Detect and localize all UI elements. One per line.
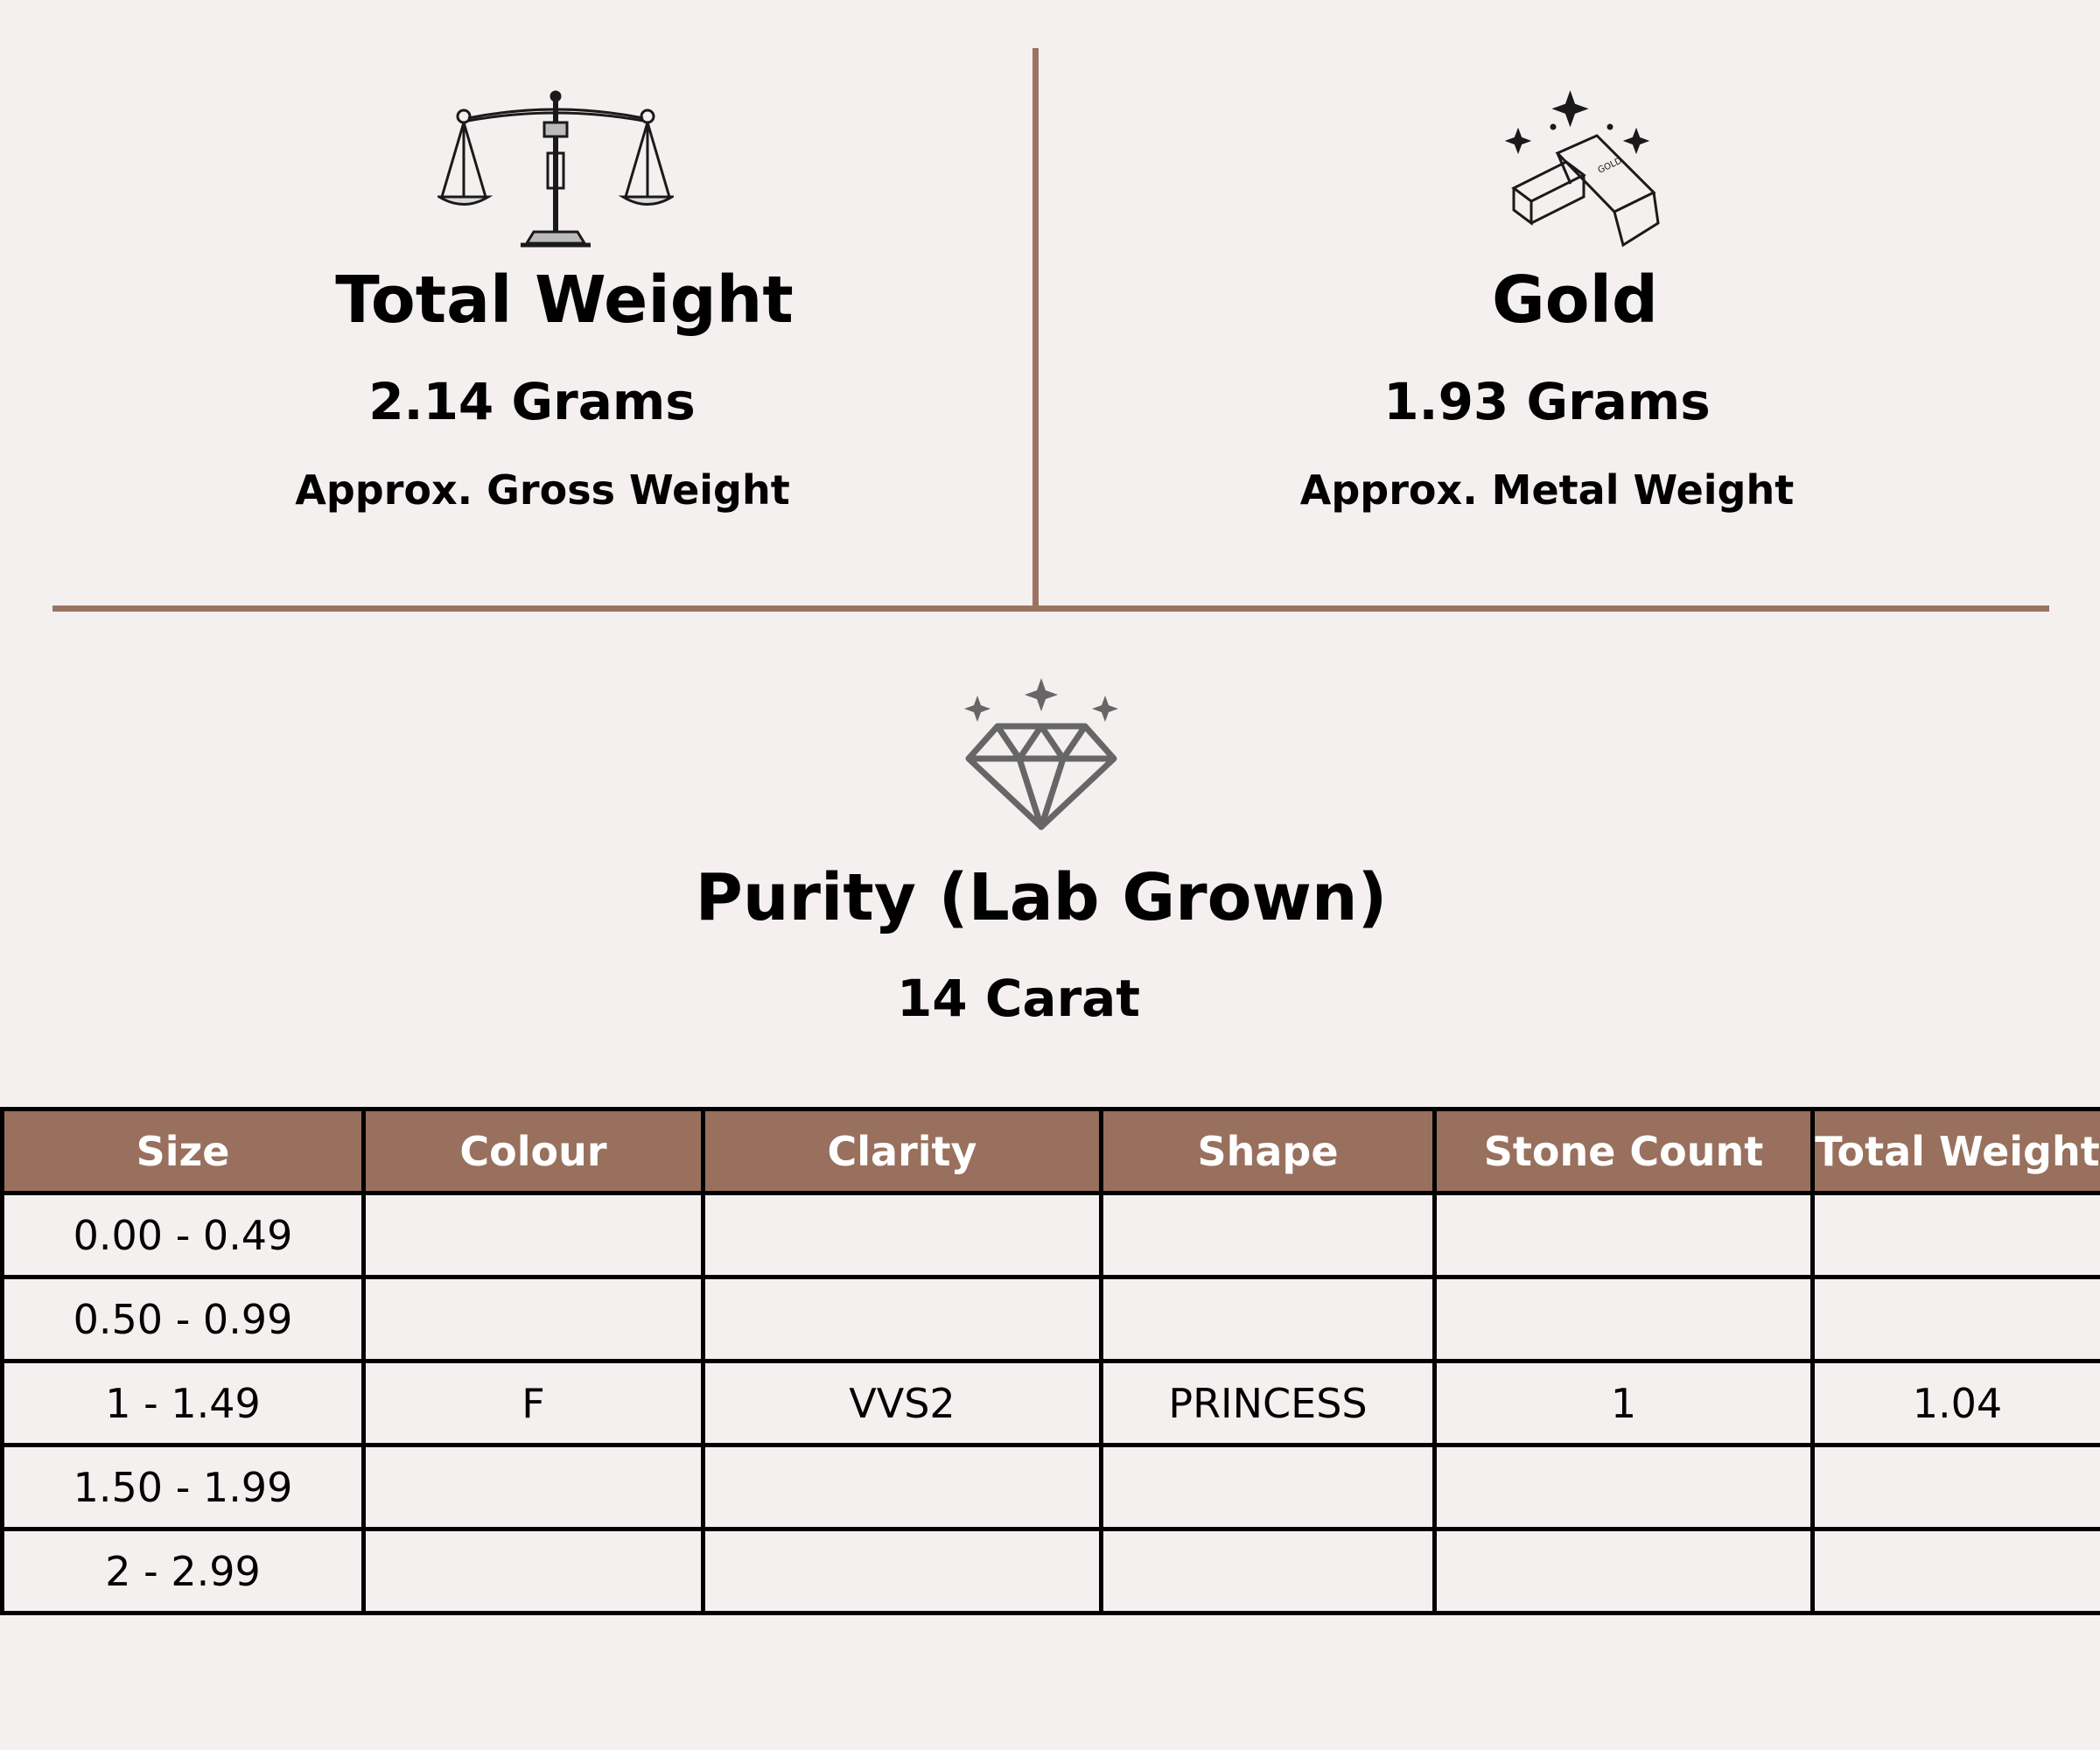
cell-size: 1 - 1.49 [0,1359,366,1447]
cell-total-weight [1810,1527,2100,1615]
cell-clarity [701,1275,1103,1363]
cell-colour [361,1443,705,1531]
cell-total-weight [1810,1191,2100,1279]
header-clarity: Clarity [701,1107,1103,1195]
table-header-row: Size Colour Clarity Shape Stone Count To… [0,1107,2100,1195]
header-total-weight: Total Weight [1810,1107,2100,1195]
header-shape: Shape [1099,1107,1437,1195]
gold-value: 1.93 Grams [1383,372,1711,431]
diamond-icon [964,678,1118,830]
cell-colour: F [361,1359,705,1447]
table-row: 0.50 - 0.99 [0,1275,2100,1363]
total-weight-subtitle: Approx. Gross Weight [295,466,790,514]
table-row: 2 - 2.99 [0,1527,2100,1615]
cell-clarity [701,1443,1103,1531]
cell-total-weight: 1.04 [1810,1359,2100,1447]
stone-details-table: Size Colour Clarity Shape Stone Count To… [0,1107,2100,1615]
cell-size: 2 - 2.99 [0,1527,366,1615]
header-colour: Colour [361,1107,705,1195]
cell-total-weight [1810,1275,2100,1363]
cell-stone-count [1432,1527,1815,1615]
cell-clarity [701,1191,1103,1279]
gold-bar-label: GOLD [1597,156,1624,175]
cell-total-weight [1810,1443,2100,1531]
table-row: 1 - 1.49 F VVS2 PRINCESS 1 1.04 [0,1359,2100,1447]
cell-shape: PRINCESS [1099,1359,1437,1447]
cell-colour [361,1191,705,1279]
cell-size: 0.50 - 0.99 [0,1275,366,1363]
purity-value: 14 Carat [896,969,1141,1028]
cell-colour [361,1275,705,1363]
horizontal-divider [52,606,2049,612]
cell-clarity: VVS2 [701,1359,1103,1447]
total-weight-title: Total Weight [335,262,794,338]
cell-stone-count: 1 [1432,1359,1815,1447]
cell-stone-count [1432,1191,1815,1279]
cell-clarity [701,1527,1103,1615]
gold-subtitle: Approx. Metal Weight [1299,466,1795,514]
cell-size: 1.50 - 1.99 [0,1443,366,1531]
header-stone-count: Stone Count [1432,1107,1815,1195]
cell-stone-count [1432,1275,1815,1363]
purity-title: Purity (Lab Grown) [695,860,1388,935]
cell-size: 0.00 - 0.49 [0,1191,366,1279]
header-size: Size [0,1107,366,1195]
cell-shape [1099,1275,1437,1363]
gold-bars-icon: GOLD [1504,90,1660,248]
total-weight-value: 2.14 Grams [368,372,696,431]
table-row: 0.00 - 0.49 [0,1191,2100,1279]
cell-stone-count [1432,1443,1815,1531]
vertical-divider [1032,48,1039,608]
cell-colour [361,1527,705,1615]
table-row: 1.50 - 1.99 [0,1443,2100,1531]
balance-scale-icon [438,90,674,248]
cell-shape [1099,1191,1437,1279]
gold-title: Gold [1492,262,1658,338]
cell-shape [1099,1527,1437,1615]
cell-shape [1099,1443,1437,1531]
